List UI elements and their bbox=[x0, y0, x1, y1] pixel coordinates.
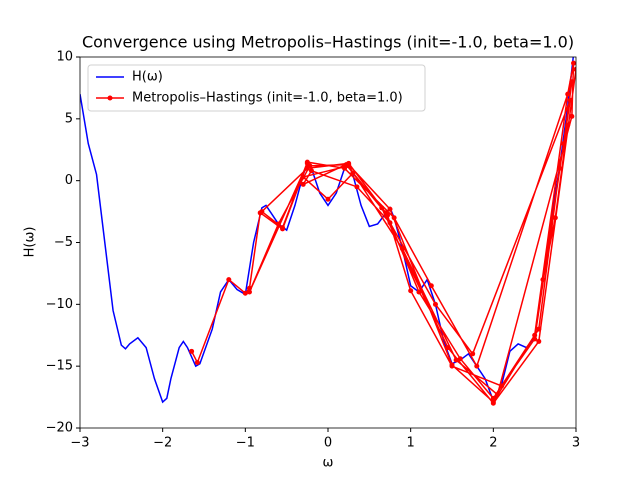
point bbox=[304, 165, 310, 171]
point bbox=[569, 79, 575, 85]
point bbox=[457, 356, 463, 362]
point bbox=[567, 97, 573, 103]
point bbox=[408, 288, 414, 294]
point bbox=[300, 174, 306, 180]
point bbox=[304, 159, 310, 165]
point bbox=[561, 141, 567, 147]
point bbox=[536, 326, 542, 332]
x-tick-label: 0 bbox=[324, 436, 332, 451]
x-tick-label: 1 bbox=[407, 436, 415, 451]
point bbox=[552, 215, 558, 221]
legend-box bbox=[87, 64, 426, 112]
point bbox=[308, 168, 314, 174]
point bbox=[354, 184, 360, 190]
point bbox=[474, 363, 480, 369]
plot-frame bbox=[79, 56, 577, 429]
point bbox=[391, 215, 397, 221]
point bbox=[383, 210, 389, 216]
legend-marker bbox=[107, 95, 113, 101]
point bbox=[242, 290, 248, 296]
point bbox=[569, 113, 575, 119]
point bbox=[350, 170, 356, 176]
point bbox=[470, 351, 476, 357]
y-tick-label: 0 bbox=[65, 173, 73, 188]
x-axis-label: ω bbox=[323, 456, 334, 471]
x-tick-label: −1 bbox=[236, 436, 255, 451]
point bbox=[490, 395, 496, 401]
point bbox=[532, 332, 538, 338]
point bbox=[194, 359, 200, 365]
series-line bbox=[190, 63, 576, 405]
point bbox=[325, 196, 331, 202]
point bbox=[556, 165, 562, 171]
x-tick-label: −2 bbox=[153, 436, 172, 451]
point bbox=[399, 246, 405, 252]
plot-area bbox=[80, 57, 576, 406]
y-tick-label: −5 bbox=[54, 235, 73, 250]
point bbox=[226, 277, 232, 283]
point bbox=[343, 162, 349, 168]
point bbox=[536, 338, 542, 344]
point bbox=[416, 289, 422, 295]
legend-label: Metropolis–Hastings (init=-1.0, beta=1.0… bbox=[132, 91, 403, 106]
point bbox=[571, 60, 576, 66]
point bbox=[246, 289, 252, 295]
x-tick-label: 2 bbox=[489, 436, 497, 451]
x-tick-label: −3 bbox=[70, 436, 89, 451]
point bbox=[189, 348, 195, 354]
point bbox=[379, 205, 385, 211]
legend-label: H(ω) bbox=[132, 70, 163, 85]
point bbox=[275, 221, 281, 227]
y-tick-label: −15 bbox=[46, 359, 73, 374]
y-axis-label: H(ω) bbox=[23, 227, 38, 258]
y-tick-label: −20 bbox=[46, 421, 73, 436]
point bbox=[532, 336, 538, 342]
point bbox=[565, 122, 571, 128]
point bbox=[445, 345, 451, 351]
point bbox=[494, 392, 500, 398]
point bbox=[449, 363, 455, 369]
point bbox=[432, 301, 438, 307]
point bbox=[573, 66, 576, 72]
y-tick-label: 5 bbox=[65, 111, 73, 126]
point bbox=[300, 181, 306, 187]
point bbox=[540, 277, 546, 283]
point bbox=[280, 225, 286, 231]
point bbox=[387, 220, 393, 226]
point bbox=[428, 283, 434, 289]
x-tick-label: 3 bbox=[572, 436, 580, 451]
y-tick-label: −10 bbox=[46, 297, 73, 312]
point bbox=[499, 383, 505, 389]
chart-title: Convergence using Metropolis–Hastings (i… bbox=[82, 33, 574, 52]
point bbox=[259, 209, 265, 215]
point bbox=[387, 206, 393, 212]
point bbox=[565, 91, 571, 97]
y-tick-label: 10 bbox=[56, 50, 73, 65]
point bbox=[246, 285, 252, 291]
point bbox=[490, 400, 496, 406]
point bbox=[453, 357, 459, 363]
